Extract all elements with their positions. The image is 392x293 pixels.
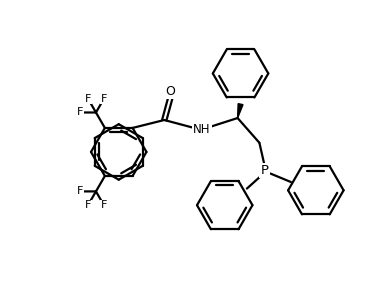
Text: F: F	[77, 186, 83, 196]
Text: F: F	[101, 200, 107, 210]
Text: F: F	[85, 94, 91, 104]
Text: NH: NH	[193, 123, 211, 137]
Polygon shape	[238, 104, 243, 118]
Text: O: O	[165, 85, 175, 98]
Text: F: F	[85, 200, 91, 210]
Text: F: F	[77, 108, 83, 117]
Text: F: F	[101, 94, 107, 104]
Text: P: P	[260, 164, 269, 177]
